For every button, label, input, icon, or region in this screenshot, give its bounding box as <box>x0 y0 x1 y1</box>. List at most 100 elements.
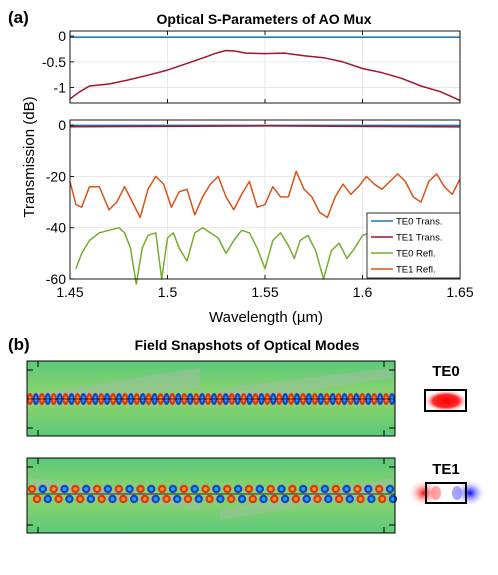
field-lobe-te1-lower-core <box>229 497 234 501</box>
series-line-te1-trans-top <box>69 49 461 102</box>
field-lobe-te1-upper-core <box>40 487 45 491</box>
field-lobe-te1-upper-core <box>127 487 132 491</box>
field-lobe-te1-upper-core <box>268 487 273 491</box>
y-tick-label-bottom: -60 <box>46 271 66 287</box>
y-tick-label-bottom: 0 <box>58 117 66 133</box>
field-lobe-te1-lower-core <box>196 497 201 501</box>
legend: TE0 Trans. TE1 Trans. TE0 Refl. TE1 Refl… <box>366 212 461 279</box>
field-lobe-te1-upper-core <box>225 487 230 491</box>
field-lobe-te1-upper-core <box>73 487 78 491</box>
field-lobe-te1-upper-core <box>236 487 240 491</box>
field-lobe-te1-upper-core <box>344 487 349 491</box>
field-lobe-te1-lower-core <box>358 497 363 501</box>
legend-label-te0-trans: TE0 Trans. <box>396 217 442 228</box>
field-lobe-te1-lower-core <box>56 497 61 501</box>
field-lobe-te1-lower-core <box>240 497 244 501</box>
field-lobe-te1-lower-core <box>78 497 83 501</box>
field-lobe-te1-upper-core <box>203 487 208 491</box>
field-lobe-te1-upper-core <box>355 487 360 491</box>
field-lobe-te1-lower-core <box>121 497 126 501</box>
field-lobe-te1-lower-core <box>261 497 266 501</box>
mode-lobe-positive-te1 <box>408 479 440 507</box>
field-lobe-te1-lower-core <box>45 497 50 501</box>
field-lobe-te1-upper-core <box>312 487 316 491</box>
x-tick-label: 1.6 <box>353 284 373 300</box>
mode-profile-te0 <box>424 389 468 412</box>
field-lobe-te1-lower-core <box>272 497 277 501</box>
field-lobe-te1-lower-core <box>175 497 180 501</box>
field-lobe-te1-upper-core <box>30 487 34 491</box>
panel-a-label: (a) <box>8 8 29 27</box>
field-lobe-te1-lower-core <box>164 497 169 501</box>
x-tick-label: 1.65 <box>446 284 473 300</box>
top-subplot: 0 -0.5 -1 <box>42 28 461 104</box>
x-tick-label: 1.55 <box>251 284 278 300</box>
field-lobe-te1-lower-core <box>153 497 158 501</box>
y-tick-label-bottom: -40 <box>46 220 66 236</box>
field-snapshot-te1 <box>26 457 398 534</box>
y-tick-label-top: 0 <box>58 28 66 44</box>
field-lobe-te1-upper-core <box>192 487 197 491</box>
field-lobe-te1-lower-core <box>99 497 104 501</box>
field-lobe-te1-lower-core <box>186 497 190 501</box>
x-axis-label: Wavelength (µm) <box>209 309 323 326</box>
field-lobe-te1-lower-core <box>380 497 385 501</box>
field-lobe-te1-lower-core <box>369 497 374 501</box>
field-lobe-te1-upper-core <box>388 487 392 491</box>
field-lobe-te1-upper-core <box>182 487 186 491</box>
field-lobe-te1-lower-core <box>35 497 39 501</box>
field-lobe-te1-lower-core <box>294 497 298 501</box>
x-tick-label: 1.5 <box>158 284 178 300</box>
field-lobe-te1-upper-core <box>95 487 99 491</box>
mode-intensity-te0 <box>424 390 468 412</box>
field-lobe-te1-upper-core <box>247 487 251 491</box>
field-lobe-te1-lower-core <box>347 497 352 501</box>
field-snapshot-te0 <box>26 360 396 437</box>
field-lobe-te1-upper-core <box>214 487 219 491</box>
field-lobe-te1-lower-core <box>391 497 395 501</box>
mode-label-te0: TE0 <box>432 363 460 380</box>
x-tick-label: 1.45 <box>56 284 83 300</box>
field-lobe-te1-lower-core <box>250 497 255 501</box>
panel-a-title: Optical S-Parameters of AO Mux <box>157 11 372 27</box>
field-lobe-te1-upper-core <box>149 487 154 491</box>
field-lobe-te1-upper-core <box>377 487 382 491</box>
field-lobe-te1-lower-core <box>110 497 115 501</box>
field-lobe-te1-lower-core <box>143 497 147 501</box>
legend-entry-te1-refl: TE1 Refl. <box>371 265 436 276</box>
y-axis-label: Transmission (dB) <box>21 96 38 217</box>
field-lobe-te1-upper-core <box>301 487 306 491</box>
field-lobe-te1-lower-core <box>207 497 212 501</box>
field-lobe-te1-upper-core <box>116 487 121 491</box>
mode-profile-te1 <box>408 479 486 507</box>
panel-b-title: Field Snapshots of Optical Modes <box>135 337 360 353</box>
field-lobe-te1-upper-core <box>171 487 175 491</box>
legend-label-te1-refl: TE1 Refl. <box>396 265 436 276</box>
field-lobe-te1-lower-core <box>315 497 320 501</box>
legend-entry-te0-trans: TE0 Trans. <box>371 217 442 228</box>
legend-entry-te0-refl: TE0 Refl. <box>371 249 436 260</box>
field-lobe-te1-lower-core <box>132 497 136 501</box>
field-frame-te1 <box>26 457 396 534</box>
field-lobe-te1-upper-core <box>333 487 338 491</box>
legend-entry-te1-trans: TE1 Trans. <box>371 233 442 244</box>
field-lobe-te1-lower-core <box>304 497 309 501</box>
field-lobe-te1-upper-core <box>84 487 89 491</box>
field-lobe-te1-lower-core <box>89 497 93 501</box>
frame-ticks-te1 <box>27 458 395 533</box>
field-lobe-te1-lower-core <box>283 497 287 501</box>
mode-inner-lobe-positive-te1 <box>431 486 441 500</box>
legend-box <box>366 212 461 279</box>
mode-lobe-negative-te1 <box>454 479 486 507</box>
legend-label-te0-refl: TE0 Refl. <box>396 249 436 260</box>
y-tick-label-top: -0.5 <box>42 54 66 70</box>
mode-label-te1: TE1 <box>432 461 460 478</box>
y-tick-label-bottom: -20 <box>46 168 66 184</box>
mode-inner-lobe-negative-te1 <box>452 486 462 500</box>
field-lobe-te1-lower-core <box>218 497 223 501</box>
field-lobe-te1-upper-core <box>290 487 295 491</box>
field-lobe-te1-upper-core <box>323 487 327 491</box>
legend-label-te1-trans: TE1 Trans. <box>396 233 442 244</box>
waveguide-outline-te0 <box>424 389 467 412</box>
